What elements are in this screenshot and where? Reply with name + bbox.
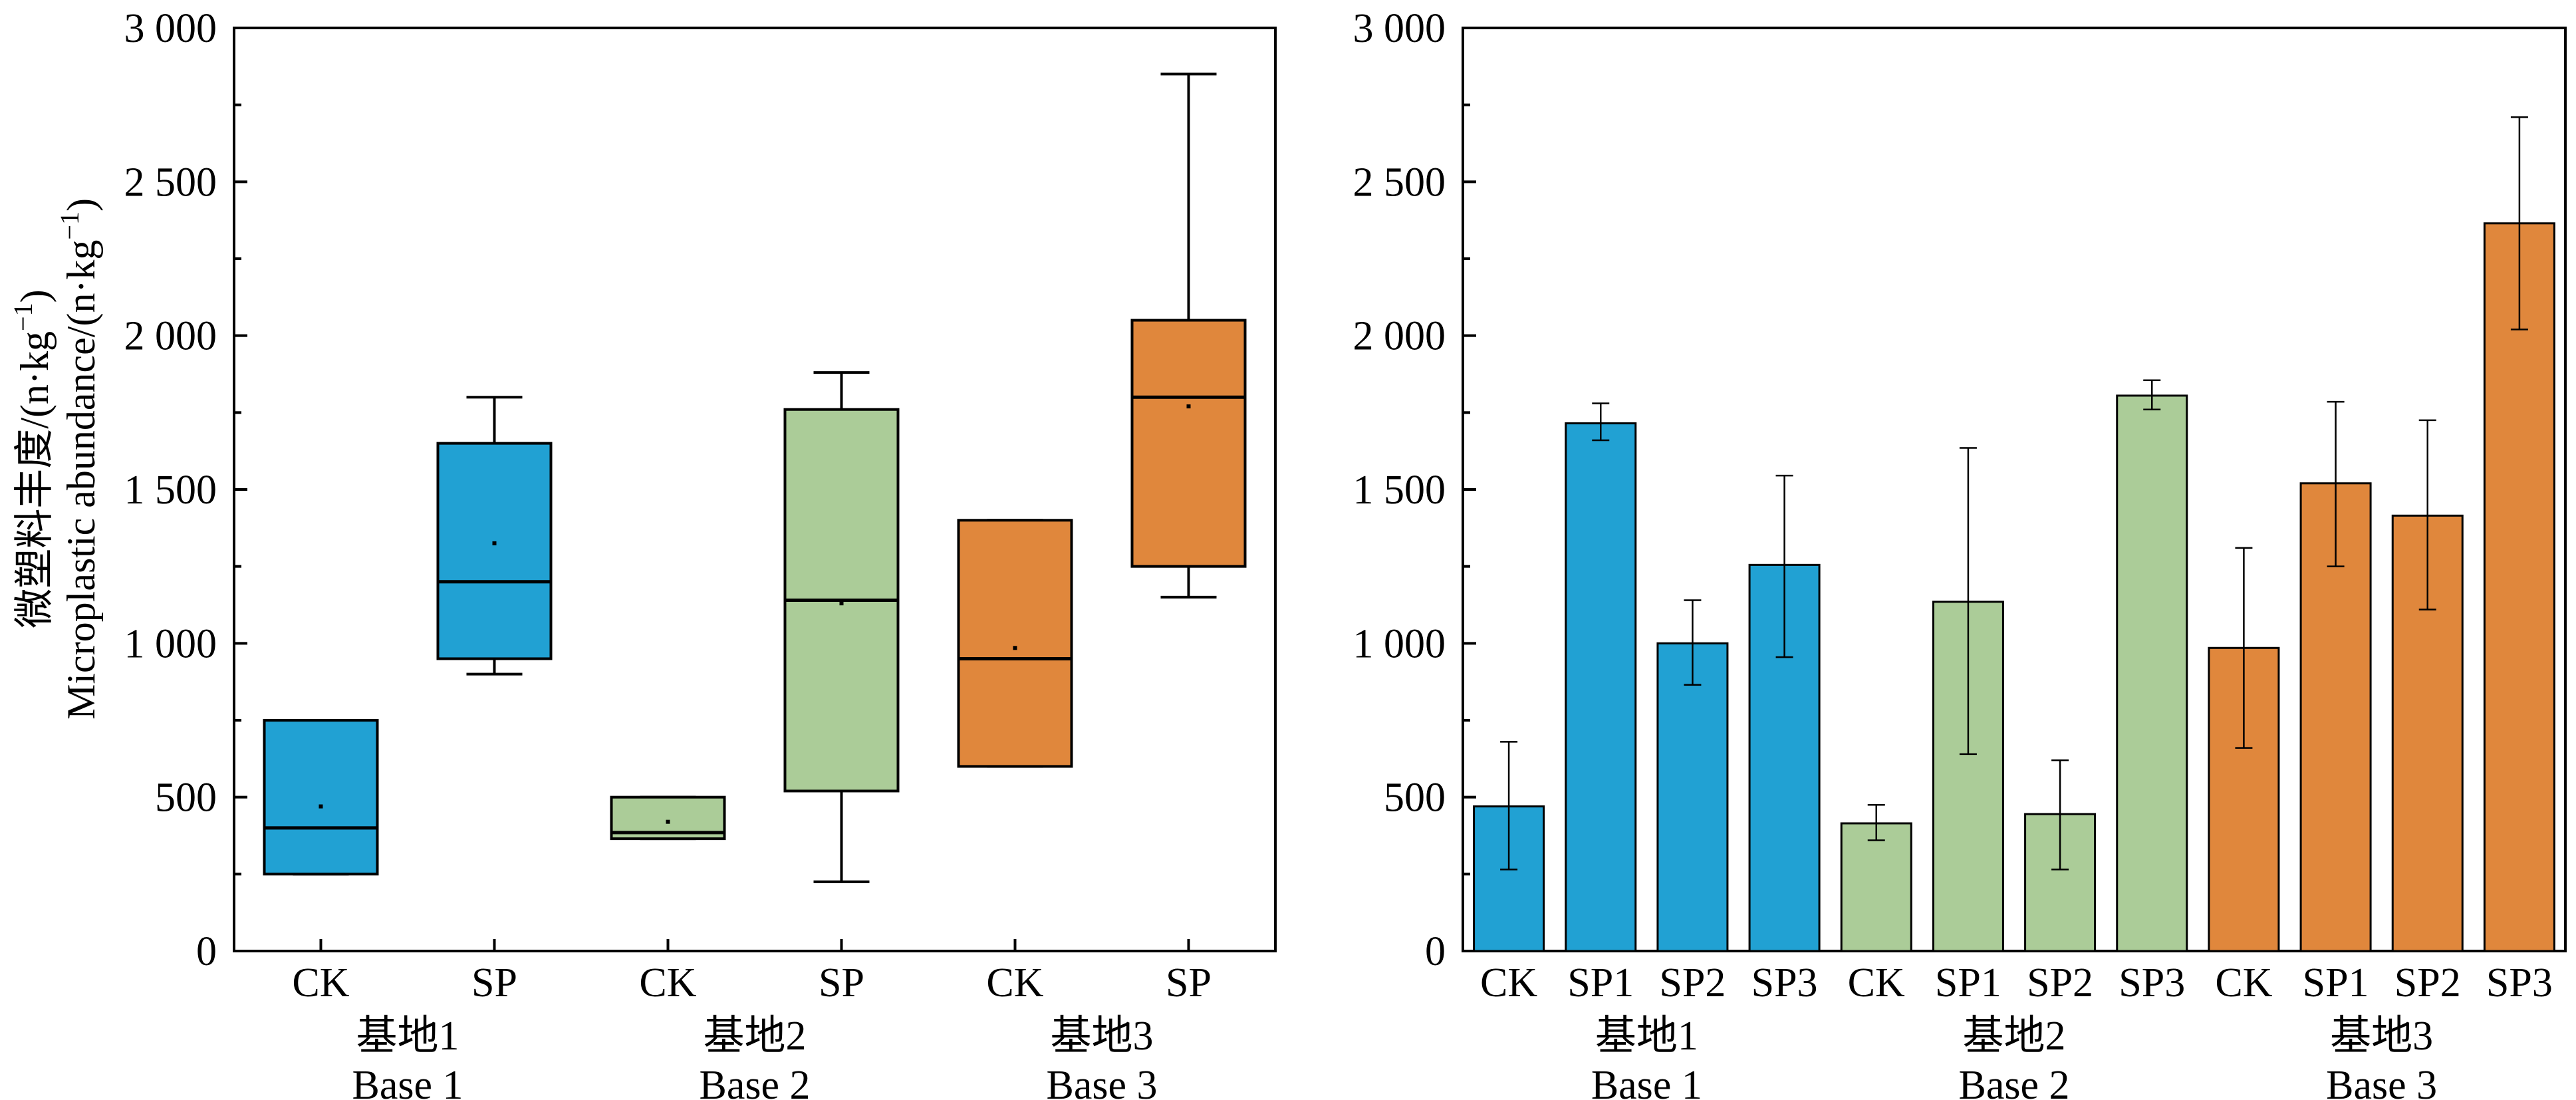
x-category-label: SP3 [2486, 960, 2553, 1006]
box-iqr [263, 719, 379, 876]
mean-marker [1186, 404, 1191, 409]
y-axis-title-zh: 微塑料丰度/(n·kg−1) [8, 289, 57, 628]
x-category-label: SP [471, 960, 517, 1006]
x-category-label: CK [292, 960, 349, 1006]
box-item: CK [610, 795, 726, 1006]
group-label-en: Base 2 [699, 1063, 810, 1100]
bar-item: SP3 [1748, 474, 1821, 1006]
y-axis-title: 微塑料丰度/(n·kg−1) Microplastic abundance/(n… [8, 198, 103, 720]
x-category-label: CK [1848, 960, 1905, 1006]
bar [2483, 222, 2555, 952]
y-tick-label: 1 000 [1353, 621, 1446, 666]
group-label-en: Base 2 [1958, 1063, 2069, 1100]
bar-item: SP1 [2299, 400, 2372, 1006]
y-tick-label: 2 500 [124, 160, 217, 205]
x-category-label: SP [1166, 960, 1212, 1006]
bar-item: SP3 [2116, 379, 2188, 1006]
bar-item: CK [1840, 803, 1912, 1006]
mean-marker [492, 541, 497, 545]
x-category-label: SP1 [1567, 960, 1634, 1006]
bar-item: SP3 [2483, 116, 2555, 1006]
y-tick-label: 500 [155, 775, 217, 821]
group-label-zh: 基地1 [1595, 1014, 1698, 1059]
box-item: SP [783, 371, 900, 1006]
box-plot-panel: 0 500 1 000 1 500 2 000 2 500 3 000 CK SP CK SP CK S… [124, 6, 1277, 1100]
box-iqr [1130, 319, 1247, 568]
x-category-label: SP2 [1659, 960, 1726, 1006]
bar [1565, 422, 1637, 952]
group-label-zh: 基地3 [1050, 1014, 1153, 1059]
x-category-label: CK [2215, 960, 2272, 1006]
bar-chart-panel: 0 500 1 000 1 500 2 000 2 500 3 000 CK SP1 SP2 SP3… [1353, 6, 2567, 1100]
y-tick-label: 500 [1384, 775, 1446, 821]
box-item: CK [957, 519, 1073, 1006]
x-category-label: CK [639, 960, 696, 1006]
group-label-en: Base 3 [1046, 1063, 1157, 1100]
box-iqr [436, 442, 553, 660]
group-label-en: Base 1 [352, 1063, 463, 1100]
bar-item: SP1 [1932, 447, 2004, 1006]
bar-item: SP2 [1656, 599, 1729, 1006]
bar [1840, 822, 1912, 952]
y-tick-label: 3 000 [124, 6, 217, 51]
x-category-label: SP1 [1935, 960, 2001, 1006]
bar-item: SP2 [2024, 759, 2097, 1006]
mean-marker [666, 819, 670, 824]
box-item: CK [263, 719, 379, 1006]
y-tick-label: 2 000 [1353, 314, 1446, 359]
y-axis-title-en: Microplastic abundance/(n·kg−1) [55, 198, 103, 720]
x-category-label: CK [986, 960, 1043, 1006]
y-tick-label: 1 500 [1353, 468, 1446, 513]
y-tick-label: 0 [1425, 929, 1446, 974]
y-tick-label: 1 000 [124, 621, 217, 666]
bar-item: CK [1473, 741, 1545, 1006]
y-tick-label: 2 000 [124, 314, 217, 359]
group-label-zh: 基地1 [356, 1014, 459, 1059]
mean-marker [319, 804, 323, 809]
group-label-zh: 基地3 [2330, 1014, 2433, 1059]
bar-item: SP1 [1565, 402, 1637, 1006]
y-tick-label: 1 500 [124, 468, 217, 513]
group-label-en: Base 1 [1591, 1063, 1702, 1100]
bar-item: SP2 [2391, 419, 2464, 1006]
box-item: SP [436, 396, 553, 1006]
mean-marker [839, 601, 844, 606]
y-tick-label: 3 000 [1353, 6, 1446, 51]
bar [1656, 642, 1729, 952]
box-item: SP [1130, 72, 1247, 1006]
bar [2116, 394, 2188, 952]
x-category-label: SP1 [2303, 960, 2369, 1006]
box-iqr [957, 519, 1073, 768]
x-category-label: SP3 [2119, 960, 2185, 1006]
x-category-label: SP [819, 960, 864, 1006]
plot-frame [233, 27, 1277, 952]
bar-item: CK [2208, 547, 2280, 1006]
group-label-zh: 基地2 [703, 1014, 806, 1059]
y-tick-label: 2 500 [1353, 160, 1446, 205]
x-category-label: CK [1480, 960, 1537, 1006]
y-tick-label: 0 [196, 929, 217, 974]
x-category-label: SP2 [2027, 960, 2093, 1006]
x-category-label: SP2 [2394, 960, 2461, 1006]
x-category-label: SP3 [1751, 960, 1818, 1006]
group-label-zh: 基地2 [1962, 1014, 2065, 1059]
mean-marker [1013, 646, 1017, 650]
group-label-en: Base 3 [2326, 1063, 2437, 1100]
